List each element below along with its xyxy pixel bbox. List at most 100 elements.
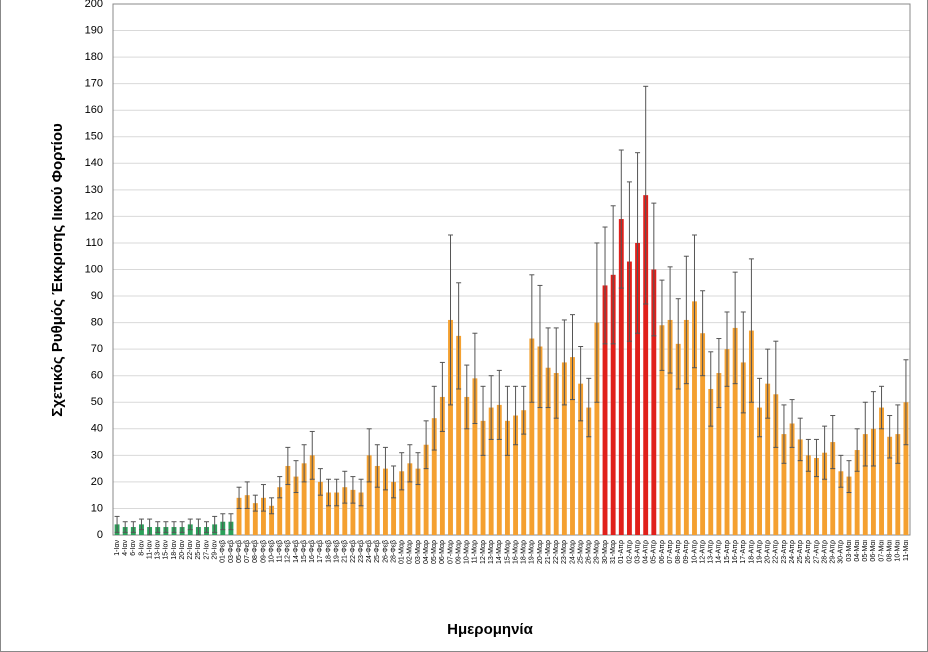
error-bar bbox=[448, 234, 454, 406]
error-bar bbox=[293, 460, 299, 494]
bar bbox=[903, 402, 909, 535]
bar bbox=[594, 322, 600, 535]
x-tick-label: 1-Ιαν bbox=[114, 540, 121, 556]
x-tick-label: 22-Ιαν bbox=[187, 540, 194, 560]
x-tick-label: 30-Απρ bbox=[838, 540, 845, 564]
x-tick-label: 26-Φεβ bbox=[382, 540, 389, 563]
y-tick-label: 200 bbox=[85, 0, 103, 10]
bar bbox=[748, 330, 754, 535]
bar bbox=[635, 242, 640, 535]
bar bbox=[537, 346, 543, 535]
bar bbox=[854, 450, 860, 535]
error-bar bbox=[716, 338, 722, 409]
error-bar bbox=[407, 444, 413, 483]
error-bar bbox=[618, 149, 624, 289]
error-bar bbox=[358, 478, 364, 507]
x-tick-label: 06-Μαι bbox=[870, 540, 877, 562]
error-bar bbox=[317, 468, 323, 496]
x-tick-label: 15-Μαρ bbox=[504, 540, 511, 564]
x-tick-label: 14-Μαρ bbox=[496, 540, 503, 564]
x-tick-label: 10-Μαι bbox=[895, 540, 902, 562]
bar bbox=[504, 420, 510, 535]
bar bbox=[781, 434, 787, 535]
y-tick-label: 130 bbox=[85, 184, 103, 196]
x-tick-label: 05-Απρ bbox=[651, 540, 658, 564]
x-tick-label: 02-Απρ bbox=[626, 540, 633, 564]
bar bbox=[529, 338, 535, 535]
bar bbox=[879, 407, 884, 535]
y-tick-label: 120 bbox=[85, 210, 103, 222]
error-bar bbox=[472, 332, 478, 424]
x-tick-label: 13-Απρ bbox=[708, 540, 715, 564]
y-tick-label: 70 bbox=[91, 343, 103, 355]
error-bar bbox=[171, 521, 177, 533]
x-tick-label: 09-Φεβ bbox=[260, 540, 267, 563]
error-bar bbox=[683, 255, 689, 385]
bar bbox=[602, 285, 608, 535]
error-bar bbox=[179, 521, 185, 533]
x-tick-label: 15-Απρ bbox=[724, 540, 731, 564]
x-tick-label: 03-Απρ bbox=[634, 540, 641, 564]
x-tick-label: 23-Φεβ bbox=[358, 540, 365, 563]
bar bbox=[805, 455, 811, 535]
error-bar bbox=[765, 348, 771, 419]
bar bbox=[643, 195, 649, 535]
x-tick-label: 21-Φεβ bbox=[342, 540, 349, 563]
y-tick-label: 90 bbox=[91, 290, 103, 302]
error-bar bbox=[553, 327, 559, 419]
error-bar bbox=[879, 385, 885, 430]
bar bbox=[488, 407, 494, 535]
bar bbox=[651, 269, 657, 535]
error-bar bbox=[610, 205, 616, 345]
bar bbox=[399, 471, 405, 535]
bar bbox=[244, 495, 250, 535]
bar bbox=[326, 492, 331, 535]
x-tick-label: 17-Φεβ bbox=[317, 540, 324, 563]
x-tick-label: 18-Μαρ bbox=[521, 540, 528, 564]
error-bar bbox=[269, 497, 275, 515]
error-bar bbox=[700, 290, 706, 377]
x-tick-label: 24-Φεβ bbox=[366, 540, 373, 563]
bar bbox=[464, 396, 470, 535]
x-tick-label: 08-Μαι bbox=[887, 540, 894, 562]
x-tick-label: 06-Μαρ bbox=[439, 540, 446, 564]
x-tick-label: 14-Απρ bbox=[716, 540, 723, 564]
x-tick-label: 19-Μαρ bbox=[529, 540, 536, 564]
x-tick-label: 23-Μαρ bbox=[561, 540, 568, 564]
error-bar bbox=[529, 274, 535, 403]
error-bar bbox=[870, 391, 876, 467]
y-tick-label: 190 bbox=[85, 24, 103, 36]
error-bar bbox=[374, 444, 380, 488]
y-tick-label: 60 bbox=[91, 370, 103, 382]
x-tick-label: 30-Μαρ bbox=[602, 540, 609, 564]
error-bar bbox=[569, 314, 575, 401]
x-tick-label: 28-Απρ bbox=[821, 540, 828, 564]
bar bbox=[708, 388, 714, 535]
plot-border bbox=[112, 3, 911, 536]
bar bbox=[659, 325, 665, 535]
x-tick-label: 29-Μαρ bbox=[594, 540, 601, 564]
bar bbox=[895, 434, 901, 535]
error-bar bbox=[130, 521, 136, 533]
bar bbox=[732, 327, 738, 535]
x-tick-label: 11-Μαρ bbox=[472, 540, 479, 563]
error-bar bbox=[846, 460, 852, 494]
error-bar bbox=[813, 438, 819, 478]
bar bbox=[277, 487, 283, 535]
bar bbox=[716, 373, 722, 535]
bar bbox=[838, 471, 844, 535]
x-tick-label: 03-Φεβ bbox=[228, 540, 235, 563]
error-bar bbox=[773, 340, 779, 448]
bar bbox=[626, 261, 632, 535]
bar bbox=[724, 349, 730, 535]
error-bar bbox=[277, 476, 283, 499]
bar bbox=[236, 497, 242, 535]
bar bbox=[285, 465, 291, 535]
error-bar bbox=[480, 385, 486, 456]
bar bbox=[570, 357, 575, 535]
error-bar bbox=[586, 377, 592, 438]
x-tick-label: 07-Φεβ bbox=[244, 540, 251, 563]
x-tick-label: 27-Απρ bbox=[813, 540, 820, 564]
